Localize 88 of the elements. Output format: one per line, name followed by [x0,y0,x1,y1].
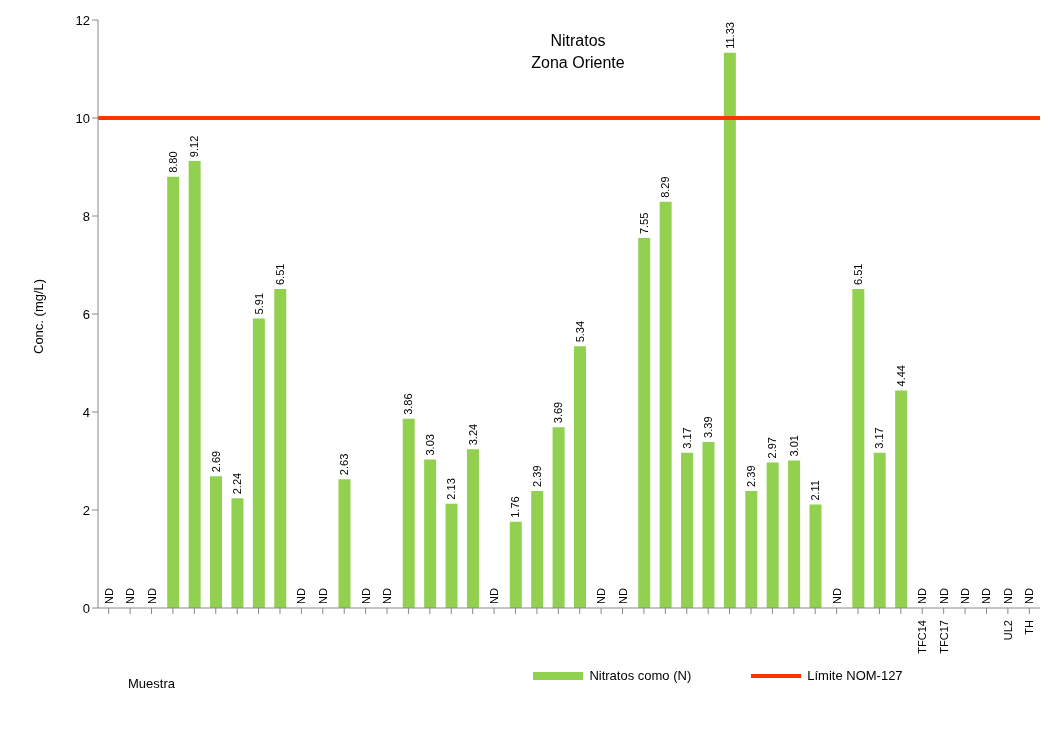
text: ND [916,588,929,604]
bar [188,161,201,608]
text: ND [295,588,308,604]
text: Zona Oriente [530,53,626,73]
text: ND [595,588,608,604]
bar [702,441,715,608]
data-label: 7.55 [637,212,650,235]
bar [638,238,651,608]
data-label: 4.44 [894,365,907,387]
bar [466,449,479,608]
data-label: 2.39 [530,465,543,487]
text: ND [488,588,501,604]
y-tick-label: 4 [82,404,90,420]
y-tick-label: 8 [82,208,90,224]
bar [681,452,694,608]
text: ND [959,588,972,604]
bar [509,521,522,608]
bar [210,476,223,608]
y-tick-label: 10 [75,110,90,126]
data-label: 3.24 [466,423,479,446]
data-label: 3.86 [402,393,415,415]
bar [231,498,244,608]
text: ND [359,588,372,604]
data-label: 11.33 [723,22,736,49]
text: ND [1023,588,1036,604]
data-label: 6.51 [852,263,865,286]
data-label: 2.97 [766,437,779,459]
bar [873,452,886,608]
bar [809,504,822,608]
bar [766,462,779,608]
data-label: 3.01 [787,435,800,457]
text: ND [1001,588,1014,604]
text: ND [616,588,629,604]
y-tick-label: 6 [82,306,90,322]
data-label: 3.17 [680,427,693,449]
text: ND [124,588,137,604]
y-axis-title: Conc. (mg/L) [30,278,46,354]
bar [424,459,437,608]
bar [788,460,801,608]
bar [723,52,736,608]
data-label: 3.03 [423,434,436,456]
y-tick-label: 0 [82,600,90,616]
x-tick-label: TFC17 [937,620,950,654]
data-label: 3.17 [873,427,886,449]
x-tick-label: TFC14 [916,620,929,654]
bar [552,427,565,608]
bar [531,490,544,608]
data-label: 2.39 [744,465,757,487]
data-label: 2.24 [231,472,244,495]
text: Nitratos [549,31,607,51]
text: ND [937,588,950,604]
bar [338,479,351,608]
y-tick-label: 2 [82,502,90,518]
x-axis-title: Muestra [128,676,176,691]
data-label: 3.39 [702,416,715,438]
text: ND [381,588,394,604]
legend-label: Límite NOM-127 [807,668,903,683]
data-label: 2.63 [338,453,351,476]
bar [167,176,180,608]
bar [659,201,672,608]
text: ND [830,588,843,604]
data-label: 8.80 [166,151,179,173]
data-label: 6.51 [273,263,286,286]
data-label: 5.91 [252,292,265,315]
bar [574,346,586,608]
text: ND [145,588,158,604]
data-label: 3.69 [552,401,565,424]
bar [402,418,415,608]
text: ND [980,588,993,604]
text: ND [102,588,115,604]
data-label: 2.13 [445,478,458,500]
bar [274,289,287,608]
data-label: 1.76 [509,496,522,518]
data-label: 2.11 [809,480,822,501]
bar [895,390,908,608]
x-tick-label: UL2 [1001,620,1014,641]
text: ND [316,588,329,604]
data-label: 9.12 [188,135,201,158]
x-tick-label: TH [1023,619,1036,635]
legend-label: Nitratos como (N) [589,668,692,683]
bar [252,318,265,608]
data-label: 5.34 [573,320,586,343]
bar [445,503,458,608]
y-tick-label: 12 [75,12,90,28]
bar [852,289,865,608]
data-label: 8.29 [659,176,672,198]
bar [745,490,758,608]
data-label: 2.69 [209,450,222,473]
